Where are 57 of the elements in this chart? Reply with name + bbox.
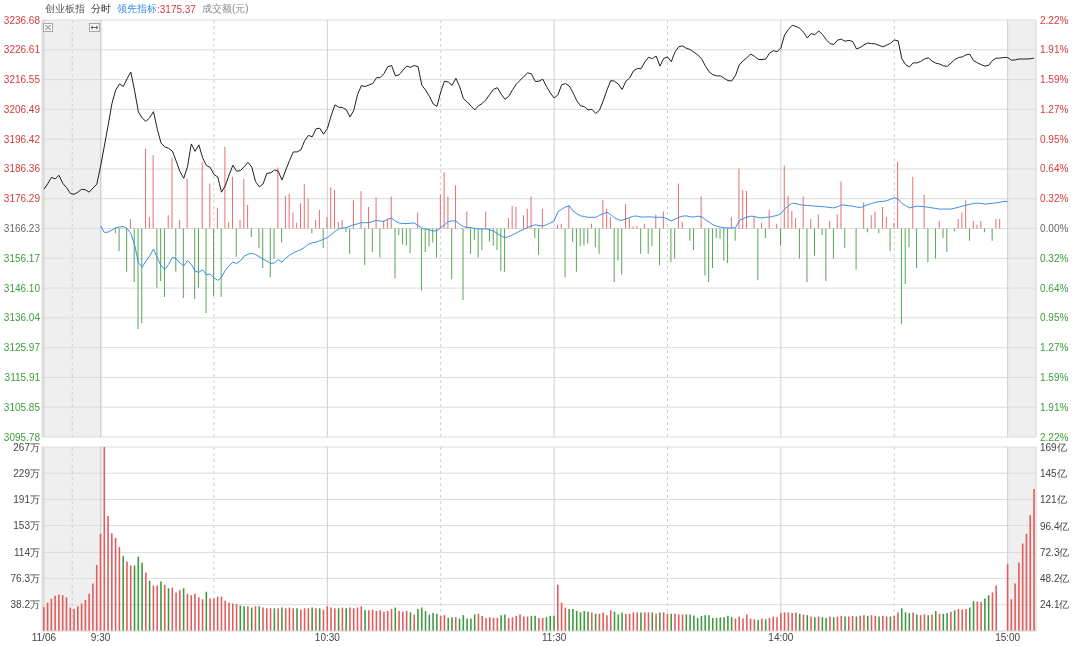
y-tick-label: 3186.36: [3, 163, 41, 175]
x-tick-label: 14:00: [768, 632, 794, 643]
chart-title: 创业板指: [45, 2, 85, 16]
chart-subtitle: 分时: [91, 2, 111, 16]
y2-tick-label: 2.22%: [1040, 14, 1069, 26]
y2-tick-label: 1.27%: [1040, 342, 1069, 354]
y-tick-label: 3236.68: [3, 14, 41, 26]
y2-tick-label: 121亿: [1040, 493, 1067, 505]
y2-tick-label: 145亿: [1040, 467, 1067, 479]
y2-tick-label: 1.59%: [1040, 73, 1069, 85]
y2-tick-label: 1.91%: [1040, 402, 1069, 414]
y2-tick-label: 1.59%: [1040, 372, 1069, 384]
y-tick-label: 3156.17: [3, 252, 41, 264]
y-tick-label: 3136.04: [3, 312, 41, 324]
y2-tick-label: 72.3亿: [1040, 546, 1070, 558]
y-tick-label: 153万: [13, 520, 40, 532]
text: :3175.37: [157, 3, 196, 15]
x-tick-label: 11:30: [541, 632, 567, 643]
y-tick-label: 3105.85: [3, 401, 41, 413]
y-tick-label: 114万: [14, 546, 40, 558]
line-series: [100, 197, 1009, 281]
y-tick-label: 3166.23: [3, 223, 41, 234]
text: 领先指标: [117, 2, 157, 16]
y2-tick-label: 0.32%: [1040, 192, 1069, 204]
y2-tick-label: 96.4亿: [1040, 520, 1070, 532]
y-tick-label: 3115.91: [4, 371, 41, 383]
y2-tick-label: 2.22%: [1040, 431, 1069, 443]
x-tick-label: 10:30: [314, 632, 341, 643]
y-tick-label: 267万: [13, 441, 40, 453]
y-tick-label: 3216.55: [3, 74, 41, 86]
y2-tick-label: 48.2亿: [1040, 573, 1070, 585]
y-tick-label: 3226.61: [3, 44, 41, 56]
y2-tick-label: 0.00%: [1040, 223, 1069, 234]
y2-tick-label: 0.32%: [1040, 253, 1069, 265]
x-tick-label: 9:30: [90, 632, 111, 643]
y-tick-label: 3206.49: [3, 103, 41, 115]
y-tick-label: 3146.10: [3, 282, 41, 294]
text: 成交额(元): [201, 2, 249, 16]
y2-tick-label: 0.64%: [1040, 283, 1069, 295]
y2-tick-label: 0.95%: [1040, 312, 1069, 324]
y2-tick-label: 169亿: [1040, 441, 1067, 453]
y2-tick-label: 1.27%: [1040, 103, 1069, 115]
y2-tick-label: 0.95%: [1040, 133, 1069, 145]
y-tick-label: 3196.42: [3, 133, 41, 145]
y2-tick-label: 24.1亿: [1040, 599, 1070, 611]
x-tick-label: 11/06: [31, 632, 57, 643]
line-series: [43, 24, 1035, 195]
x-tick-label: 15:00: [995, 632, 1021, 643]
y-tick-label: 229万: [13, 467, 40, 479]
y-tick-label: 3095.78: [3, 431, 41, 443]
y-tick-label: 3125.97: [3, 342, 41, 354]
y2-tick-label: 0.64%: [1040, 162, 1069, 174]
y-tick-label: 191万: [13, 493, 40, 505]
y-tick-label: 3176.29: [3, 193, 41, 205]
y2-tick-label: 1.91%: [1040, 43, 1069, 55]
y-tick-label: 76.3万: [10, 572, 40, 584]
y-tick-label: 38.2万: [10, 599, 40, 611]
